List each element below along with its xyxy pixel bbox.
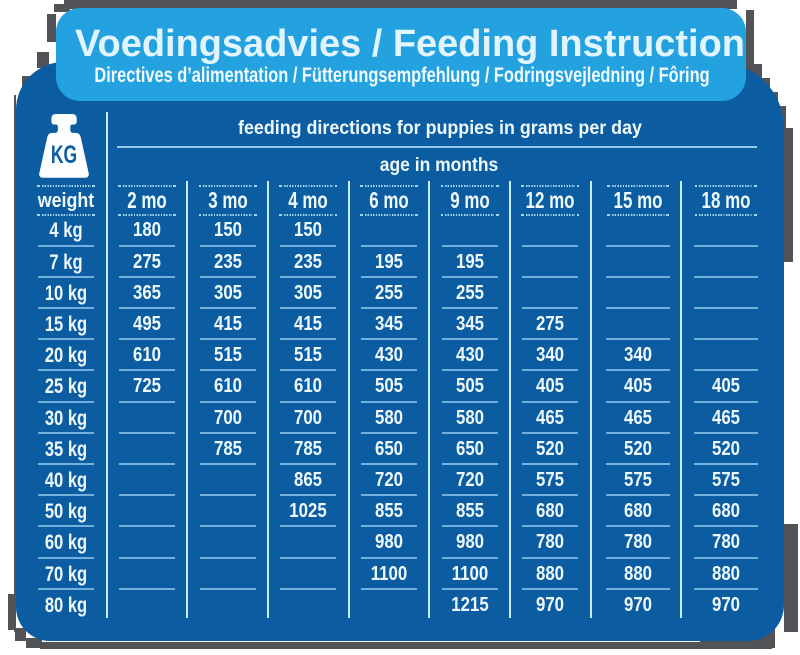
svg-text:KG: KG bbox=[51, 140, 77, 169]
